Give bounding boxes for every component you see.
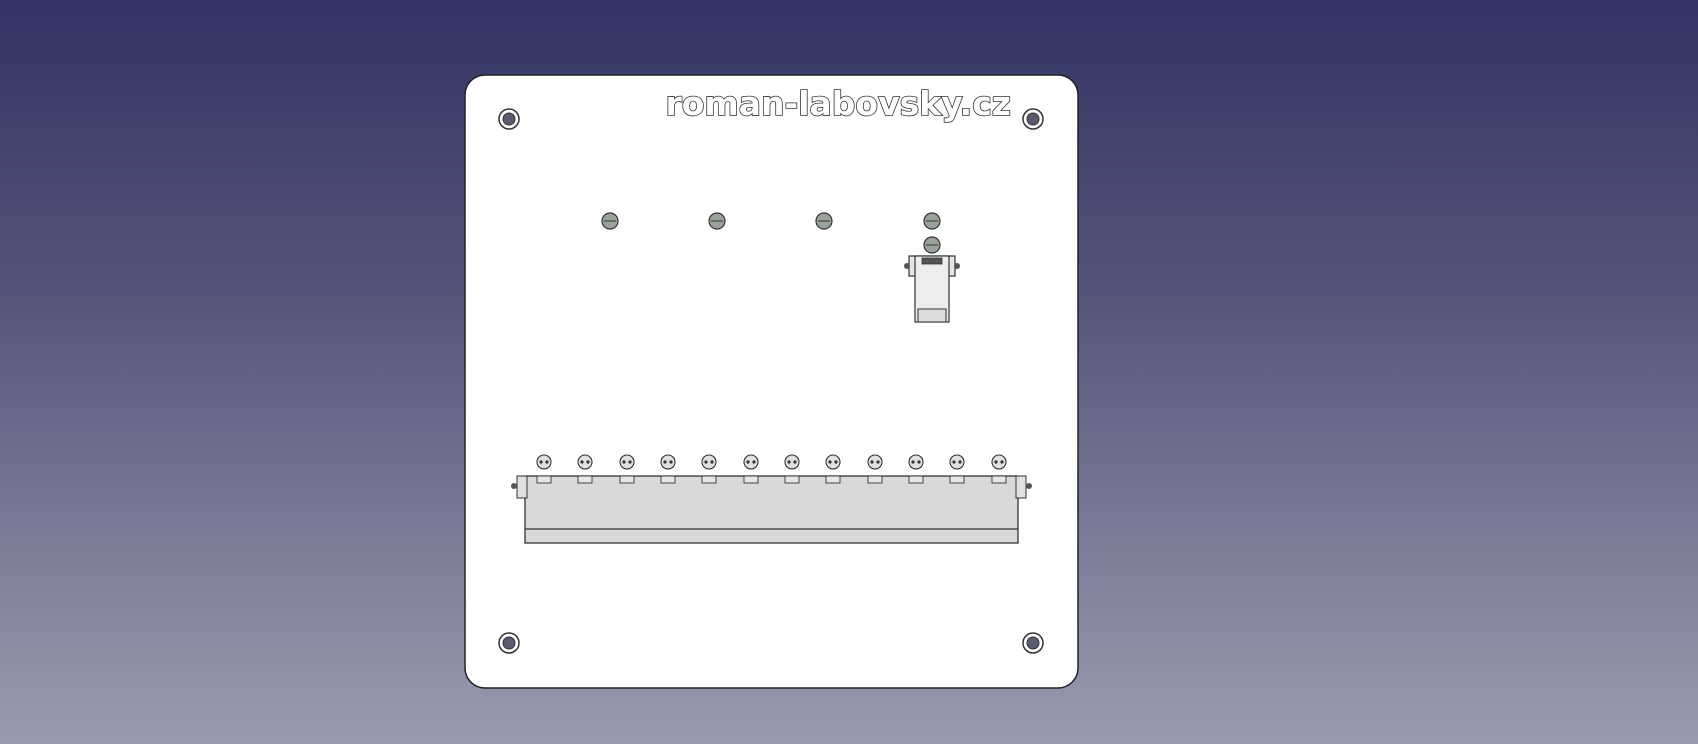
screw-head-icon[interactable]	[601, 212, 619, 230]
mounting-hole-icon[interactable]	[1022, 108, 1044, 130]
screw-head-icon	[536, 454, 552, 484]
screw-head-icon	[949, 454, 965, 484]
screw-head-icon[interactable]	[708, 212, 726, 230]
small-component[interactable]	[904, 236, 960, 323]
screw-head-icon[interactable]	[923, 212, 941, 230]
screw-head-icon	[908, 454, 924, 484]
screw-head-icon	[867, 454, 883, 484]
screw-head-icon	[660, 454, 676, 484]
din-rail-assembly[interactable]	[511, 454, 1032, 544]
screw-head-icon[interactable]	[815, 212, 833, 230]
screw-head-icon	[991, 454, 1007, 484]
panel-plate[interactable]	[464, 74, 1079, 689]
screw-head-icon	[701, 454, 717, 484]
screw-head-icon	[784, 454, 800, 484]
panel-logo-text: roman-labovsky.cz	[665, 84, 1011, 123]
screw-head-icon	[923, 236, 941, 254]
screw-row	[536, 454, 1007, 484]
mounting-hole-icon[interactable]	[498, 632, 520, 654]
screw-head-icon	[577, 454, 593, 484]
screw-head-icon	[825, 454, 841, 484]
mounting-hole-icon[interactable]	[498, 108, 520, 130]
screw-head-icon	[619, 454, 635, 484]
mounting-hole-icon[interactable]	[1022, 632, 1044, 654]
screw-head-icon	[743, 454, 759, 484]
